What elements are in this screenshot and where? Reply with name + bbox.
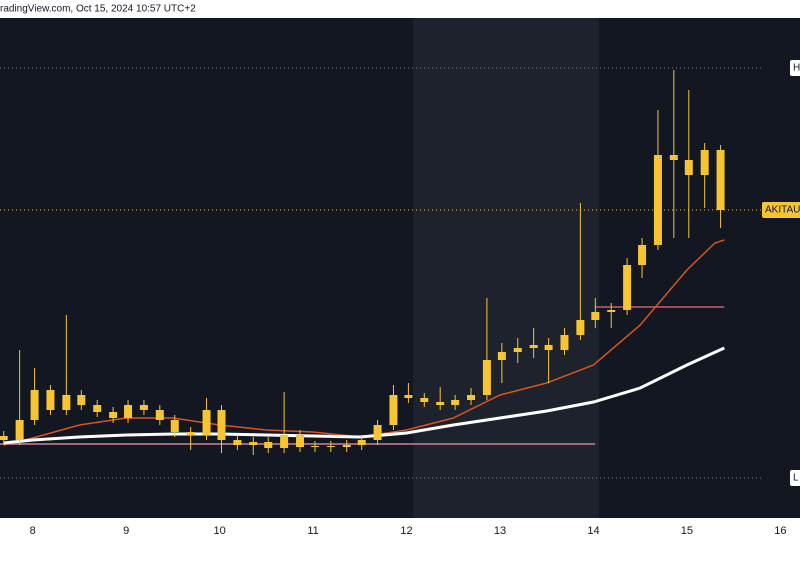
candle-body (544, 345, 553, 350)
candle-body (436, 402, 445, 405)
highlight-range (413, 18, 600, 518)
level-badge (790, 470, 800, 486)
x-tick-label: 8 (30, 525, 36, 537)
candle-body (357, 440, 366, 445)
candle-body (669, 155, 678, 160)
candle-body (233, 440, 242, 445)
candle-body (420, 398, 429, 402)
candle-body (653, 155, 662, 245)
candle-body (155, 410, 164, 420)
moving-average (3, 346, 725, 445)
candle-body (529, 345, 538, 348)
candle-body (497, 352, 506, 360)
candle-body (139, 405, 148, 410)
candle-body (62, 395, 71, 410)
candle-body (30, 390, 39, 420)
candle-body (0, 436, 8, 440)
candle-body (46, 390, 55, 410)
level-label: H (793, 63, 800, 74)
candle-body (404, 395, 413, 398)
candle-body (638, 245, 647, 265)
candle-body (716, 150, 725, 210)
level-badge (762, 202, 800, 218)
candle-body (170, 420, 179, 432)
level-label: L (793, 473, 799, 484)
x-tick-label: 16 (774, 525, 786, 537)
candle-body (186, 432, 195, 435)
candle-body (342, 445, 351, 447)
x-tick-label: 15 (681, 525, 693, 537)
candle-body (264, 442, 273, 448)
candle-body (249, 442, 258, 445)
candle-body (93, 405, 102, 412)
candle-body (389, 395, 398, 425)
candle-body (482, 360, 491, 395)
x-tick-label: 14 (587, 525, 599, 537)
level-label: AKITAU (765, 205, 800, 216)
candle-body (607, 310, 616, 312)
header: radingView.com, Oct 15, 2024 10:57 UTC+2 (0, 4, 196, 15)
candle-body (373, 425, 382, 440)
candle-body (513, 348, 522, 352)
x-tick-label: 13 (494, 525, 506, 537)
candle-body (623, 265, 632, 310)
x-tick-label: 9 (123, 525, 129, 537)
candle-body (77, 395, 86, 405)
candle-body (296, 435, 304, 447)
candle-body (15, 420, 24, 440)
candle-body (560, 335, 569, 350)
candle-body (591, 312, 600, 320)
x-tick-label: 11 (307, 525, 318, 537)
candle-body (109, 412, 118, 418)
candle-body (124, 405, 133, 418)
x-tick-label: 12 (400, 525, 412, 537)
candle-body (451, 400, 460, 405)
candle-body (326, 446, 335, 447)
candle-body (576, 320, 585, 335)
candle-body (217, 410, 226, 440)
x-tick-label: 10 (214, 525, 226, 537)
candle-body (202, 410, 211, 435)
candle-body (700, 150, 709, 175)
candle-body (280, 435, 289, 448)
level-badge (790, 60, 800, 76)
candle-body (684, 160, 693, 175)
candle-body (467, 395, 476, 400)
candle-body (310, 446, 319, 447)
